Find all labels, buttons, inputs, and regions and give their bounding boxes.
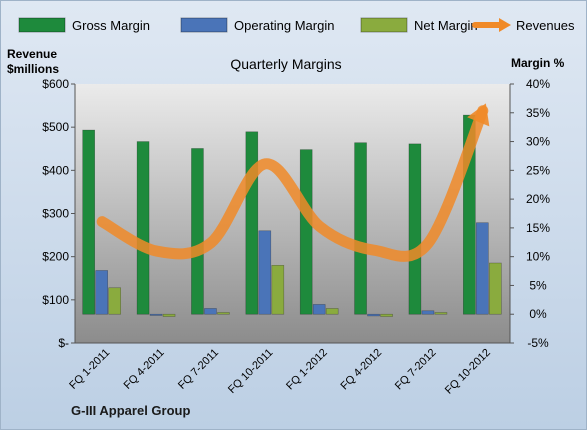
right-tick-label: 15%	[526, 221, 550, 235]
left-tick-label: $600	[42, 77, 69, 91]
x-tick-label-fq-1-2012: FQ 1-2012	[284, 347, 330, 393]
bar-operating-margin-fq-1-2011	[95, 270, 108, 315]
right-tick-label: 20%	[526, 192, 550, 206]
legend-swatch-gross-margin	[18, 17, 66, 33]
x-tick-label-fq-10-2012: FQ 10-2012	[443, 347, 493, 397]
right-tick-label: -5%	[527, 336, 549, 350]
left-tick-label: $200	[42, 250, 69, 264]
company-name: G-III Apparel Group	[71, 403, 191, 418]
right-tick-label: 10%	[526, 250, 550, 264]
revenue-line	[96, 105, 489, 262]
right-tick-label: 25%	[526, 163, 550, 177]
bar-gross-margin-fq-4-2012	[354, 142, 367, 315]
bar-operating-margin-fq-4-2012	[367, 313, 380, 317]
bar-net-margin-fq-10-2012	[489, 262, 502, 315]
left-tick-label: $300	[42, 207, 69, 221]
legend-arrow-icon	[499, 18, 511, 32]
bar-net-margin-fq-4-2011	[162, 313, 176, 317]
bar-operating-margin-fq-7-2012	[421, 310, 435, 315]
bar-net-margin-fq-1-2012	[325, 308, 339, 315]
left-axis-title-line1: Revenue	[7, 47, 57, 61]
bar-operating-margin-fq-1-2012	[312, 304, 326, 315]
bars-group	[82, 114, 502, 317]
bar-gross-margin-fq-4-2011	[136, 141, 150, 315]
left-tick-label: $-	[58, 336, 69, 350]
legend-swatch-net-margin	[360, 17, 408, 33]
bar-gross-margin-fq-10-2011	[245, 131, 259, 315]
right-tick-label: 35%	[526, 106, 550, 120]
bar-net-margin-fq-4-2012	[380, 313, 393, 317]
bar-net-margin-fq-7-2011	[217, 312, 230, 315]
left-tick-label: $100	[42, 293, 69, 307]
x-tick-label-fq-4-2012: FQ 4-2012	[339, 347, 385, 393]
left-tick-label: $500	[42, 120, 69, 134]
right-tick-label: 40%	[526, 77, 550, 91]
bar-operating-margin-fq-10-2012	[476, 222, 489, 315]
x-tick-label-fq-10-2011: FQ 10-2011	[226, 347, 275, 396]
legend-label-revenues: Revenues	[516, 18, 575, 33]
revenue-arrowhead	[467, 103, 490, 127]
bar-net-margin-fq-7-2012	[434, 312, 448, 315]
left-tick-label: $400	[42, 163, 69, 177]
bar-gross-margin-fq-7-2011	[191, 148, 204, 315]
legend: Gross Margin Operating Margin Net Margin Re…	[18, 17, 575, 33]
bar-gross-margin-fq-7-2012	[408, 143, 422, 315]
revenue-line-group	[96, 103, 490, 262]
x-tick-label-fq-4-2011: FQ 4-2011	[122, 347, 167, 392]
left-axis-title-line2: $millions	[7, 62, 59, 76]
bar-operating-margin-fq-7-2011	[204, 308, 217, 315]
bar-net-margin-fq-1-2011	[108, 287, 121, 315]
legend-label-net-margin: Net Margin	[414, 18, 478, 33]
right-tick-label: 5%	[529, 278, 547, 292]
legend-label-operating-margin: Operating Margin	[234, 18, 334, 33]
bar-operating-margin-fq-10-2011	[258, 230, 272, 315]
bar-net-margin-fq-10-2011	[271, 264, 285, 315]
bar-gross-margin-fq-1-2011	[82, 129, 95, 315]
legend-swatch-operating-margin	[180, 17, 228, 33]
bar-gross-margin-fq-1-2012	[299, 149, 313, 315]
bar-operating-margin-fq-4-2011	[149, 313, 163, 316]
right-tick-label: 30%	[526, 135, 550, 149]
x-tick-label-fq-1-2011: FQ 1-2011	[67, 347, 112, 392]
chart-title: Quarterly Margins	[230, 56, 341, 72]
right-tick-label: 0%	[529, 307, 547, 321]
x-tick-label-fq-7-2011: FQ 7-2011	[176, 347, 221, 392]
legend-label-gross-margin: Gross Margin	[72, 18, 150, 33]
right-axis-title: Margin %	[511, 56, 565, 70]
x-tick-label-fq-7-2012: FQ 7-2012	[393, 347, 439, 393]
